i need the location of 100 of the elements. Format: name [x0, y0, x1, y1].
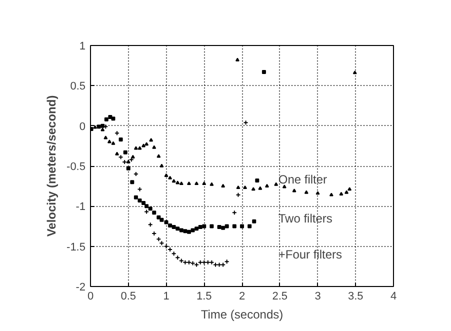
point — [235, 58, 240, 62]
point — [134, 195, 138, 200]
point — [179, 228, 184, 232]
point — [217, 225, 222, 230]
point — [164, 220, 168, 224]
point — [243, 185, 248, 190]
point — [304, 190, 308, 194]
point — [176, 180, 180, 184]
y-axis-title: Velocity (meters/second) — [44, 95, 59, 237]
point — [183, 229, 188, 234]
point — [152, 210, 156, 215]
y-tick-label: -1.5 — [66, 241, 86, 254]
point — [232, 224, 236, 228]
point — [236, 185, 240, 190]
y-tick-label: -2 — [76, 282, 86, 294]
point — [252, 219, 256, 224]
point — [198, 225, 202, 230]
point — [251, 187, 256, 191]
point — [107, 140, 112, 144]
point — [176, 226, 180, 231]
point — [202, 224, 206, 228]
point — [118, 137, 123, 142]
point — [104, 117, 108, 122]
point — [190, 228, 195, 232]
point — [210, 182, 214, 186]
point — [100, 128, 105, 132]
point — [210, 224, 214, 228]
point — [168, 223, 172, 228]
point — [90, 127, 94, 132]
point — [329, 192, 334, 196]
point — [160, 218, 164, 222]
point — [111, 116, 116, 121]
point — [172, 179, 176, 183]
point — [152, 145, 156, 149]
point — [130, 180, 134, 184]
point — [138, 198, 142, 203]
point — [115, 152, 120, 156]
point — [144, 142, 149, 146]
point — [186, 181, 191, 186]
point — [142, 144, 146, 148]
y-tick-label: 1 — [79, 40, 86, 52]
x-tick-label: 2 — [238, 290, 246, 302]
point — [352, 70, 357, 74]
point — [221, 226, 226, 230]
point — [186, 230, 191, 234]
point — [264, 184, 269, 188]
point — [339, 192, 344, 196]
point — [255, 178, 260, 182]
point — [221, 184, 226, 188]
point — [111, 141, 116, 145]
point — [202, 181, 206, 186]
point — [134, 146, 138, 150]
point — [138, 146, 142, 150]
point — [93, 125, 98, 129]
point — [160, 164, 164, 168]
x-tick-label: 3 — [314, 290, 321, 302]
y-tick-label: -1 — [76, 201, 86, 214]
point — [292, 188, 296, 192]
point — [148, 206, 152, 211]
point — [142, 200, 146, 205]
point — [274, 182, 278, 186]
point — [126, 160, 130, 164]
point — [130, 154, 135, 159]
point — [344, 190, 349, 194]
x-tick-label: 3.5 — [348, 290, 364, 302]
x-tick-label: 4 — [390, 290, 397, 302]
x-tick-label: 2.5 — [272, 290, 288, 302]
point — [194, 226, 199, 231]
point — [104, 136, 108, 140]
point — [248, 224, 252, 228]
x-tick-label: 0.5 — [120, 290, 136, 302]
y-tick-label: -0.5 — [66, 161, 86, 173]
point — [258, 186, 262, 190]
point — [348, 187, 352, 191]
x-tick-label: 0 — [87, 290, 94, 302]
point — [96, 124, 101, 129]
x-axis-title: Time (seconds) — [200, 308, 284, 322]
point — [156, 215, 161, 220]
point — [149, 138, 154, 142]
point — [194, 181, 199, 186]
point — [164, 173, 168, 178]
annotation: +Four filters — [278, 247, 342, 262]
point — [126, 166, 130, 170]
point — [172, 225, 176, 230]
point — [240, 224, 244, 228]
point — [262, 70, 266, 74]
point — [224, 224, 229, 228]
annotation: Two filters — [278, 212, 332, 226]
point — [282, 184, 286, 188]
point — [179, 181, 184, 186]
y-tick-label: 0 — [79, 120, 86, 133]
y-tick-label: 0.5 — [70, 80, 86, 93]
point — [316, 191, 320, 195]
point — [144, 204, 149, 208]
x-tick-label: 1.5 — [196, 290, 212, 302]
point — [100, 124, 105, 128]
x-tick-label: 1 — [163, 290, 170, 302]
point — [123, 150, 128, 154]
point — [168, 176, 172, 180]
point — [156, 154, 161, 158]
